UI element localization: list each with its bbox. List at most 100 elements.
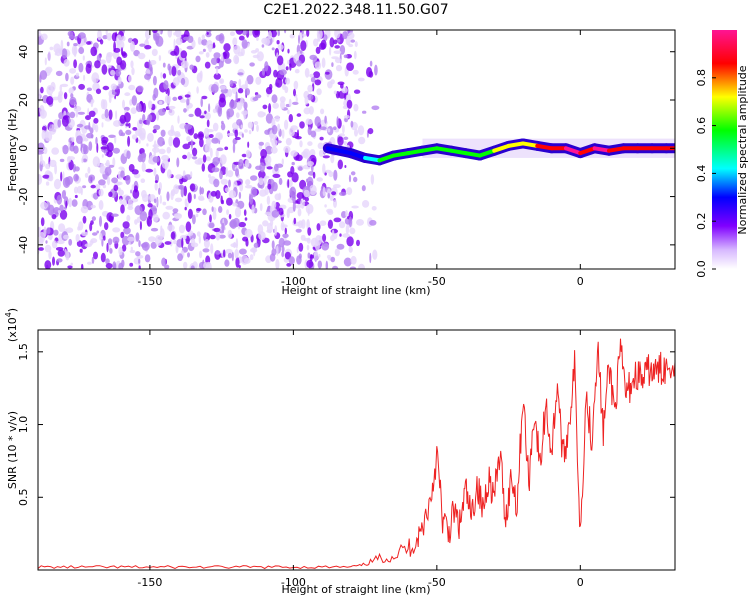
noise-speck <box>250 175 258 181</box>
noise-speck <box>275 259 280 269</box>
noise-speck <box>184 123 193 130</box>
noise-speck <box>278 207 284 216</box>
noise-speck <box>38 175 43 185</box>
noise-speck <box>148 100 153 110</box>
noise-speck <box>59 204 64 212</box>
noise-speck <box>39 109 47 119</box>
noise-speck <box>97 30 102 41</box>
signal-segment <box>434 146 454 153</box>
colorbar-tick-label: 0.8 <box>695 69 708 87</box>
noise-speck <box>205 137 212 146</box>
noise-speck <box>271 138 278 148</box>
noise-speck <box>115 69 122 77</box>
noise-speck <box>186 136 191 142</box>
noise-speck <box>224 259 230 267</box>
noise-speck <box>267 205 271 210</box>
noise-speck <box>150 241 157 249</box>
noise-speck <box>57 240 65 245</box>
noise-speck <box>306 30 310 37</box>
noise-speck <box>212 42 216 49</box>
noise-speck <box>281 158 284 165</box>
snr-x-axis-label: Height of straight line (km) <box>281 583 430 596</box>
noise-speck <box>90 220 94 226</box>
noise-speck <box>185 221 192 232</box>
noise-speck <box>257 111 265 118</box>
noise-speck <box>118 129 124 137</box>
noise-speck <box>274 115 280 122</box>
noise-speck <box>173 213 182 217</box>
noise-speck <box>54 52 58 56</box>
noise-speck <box>99 166 104 174</box>
noise-speck <box>147 114 153 122</box>
noise-speck <box>248 193 252 203</box>
noise-speck <box>90 204 96 209</box>
noise-speck <box>144 254 151 263</box>
noise-speck <box>131 67 135 76</box>
noise-speck <box>42 125 47 131</box>
noise-speck <box>259 189 267 197</box>
noise-speck <box>168 136 173 147</box>
noise-speck <box>46 85 54 96</box>
noise-speck <box>230 243 238 248</box>
noise-speck <box>77 111 85 115</box>
noise-speck <box>320 39 327 50</box>
noise-speck <box>334 45 341 49</box>
noise-speck <box>283 240 292 246</box>
noise-speck <box>215 231 221 241</box>
noise-speck <box>333 169 338 181</box>
noise-speck <box>61 115 69 127</box>
noise-speck <box>212 210 217 220</box>
noise-speck <box>252 97 259 101</box>
noise-speck <box>268 103 272 114</box>
noise-speck <box>276 245 279 256</box>
noise-speck <box>300 40 307 52</box>
noise-speck <box>91 256 95 264</box>
noise-speck <box>119 198 123 205</box>
noise-speck <box>211 206 214 212</box>
noise-speck <box>333 126 337 130</box>
noise-speck <box>208 103 211 113</box>
noise-speck <box>95 88 102 95</box>
noise-speck <box>241 39 248 49</box>
noise-speck <box>144 45 152 50</box>
noise-speck <box>334 57 342 64</box>
noise-speck <box>152 214 159 222</box>
noise-speck <box>245 149 251 159</box>
signal-segment <box>563 146 583 156</box>
snr-y-tick-label: 1.0 <box>17 416 30 434</box>
noise-speck <box>96 142 99 153</box>
noise-speck <box>272 102 280 109</box>
noise-speck <box>198 235 201 244</box>
noise-speck <box>296 60 302 67</box>
noise-speck <box>121 51 127 57</box>
noise-speck <box>277 44 284 50</box>
noise-speck <box>144 30 151 40</box>
noise-speck <box>79 248 83 253</box>
noise-speck <box>339 233 342 237</box>
noise-speck <box>73 59 77 69</box>
noise-speck <box>306 176 314 188</box>
snr-x-ticks: -150 -100 -50 0 <box>137 330 584 589</box>
noise-speck <box>164 163 168 171</box>
noise-speck <box>83 137 89 142</box>
spectrogram-y-tick-label: -20 <box>17 188 30 206</box>
noise-speck <box>190 139 193 149</box>
noise-speck <box>232 37 238 46</box>
noise-speck <box>330 256 336 263</box>
noise-speck <box>226 110 231 120</box>
noise-speck <box>128 241 131 245</box>
noise-speck <box>201 95 208 100</box>
noise-speck <box>239 248 247 255</box>
noise-speck <box>243 101 248 110</box>
noise-speck <box>319 136 324 141</box>
noise-speck <box>139 119 143 125</box>
noise-speck <box>336 243 345 250</box>
spectrogram-x-tick-label: -100 <box>281 275 306 288</box>
noise-speck <box>315 235 323 246</box>
noise-speck <box>174 133 181 138</box>
svg-text:(x104): (x104) <box>4 308 19 342</box>
noise-speck <box>259 203 263 212</box>
noise-speck <box>340 83 344 89</box>
noise-speck <box>299 50 303 54</box>
noise-speck <box>227 88 233 98</box>
